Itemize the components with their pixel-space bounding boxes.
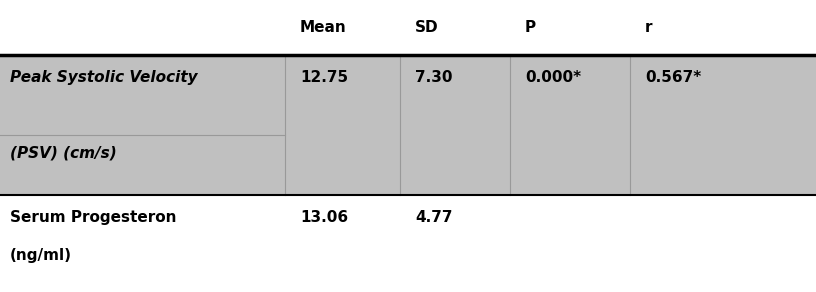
Text: Serum Progesteron: Serum Progesteron — [10, 210, 176, 225]
Text: SD: SD — [415, 20, 439, 35]
Text: P: P — [525, 20, 536, 35]
Text: Peak Systolic Velocity: Peak Systolic Velocity — [10, 70, 197, 85]
Text: 13.06: 13.06 — [300, 210, 348, 225]
Text: (ng/ml): (ng/ml) — [10, 248, 72, 263]
Bar — [0, 56, 816, 195]
Text: 0.567*: 0.567* — [645, 70, 701, 85]
Text: r: r — [645, 20, 653, 35]
Text: 12.75: 12.75 — [300, 70, 348, 85]
Text: (PSV) (cm/s): (PSV) (cm/s) — [10, 145, 117, 160]
Text: 4.77: 4.77 — [415, 210, 453, 225]
Text: Mean: Mean — [300, 20, 347, 35]
Text: 0.000*: 0.000* — [525, 70, 581, 85]
Text: 7.30: 7.30 — [415, 70, 453, 85]
